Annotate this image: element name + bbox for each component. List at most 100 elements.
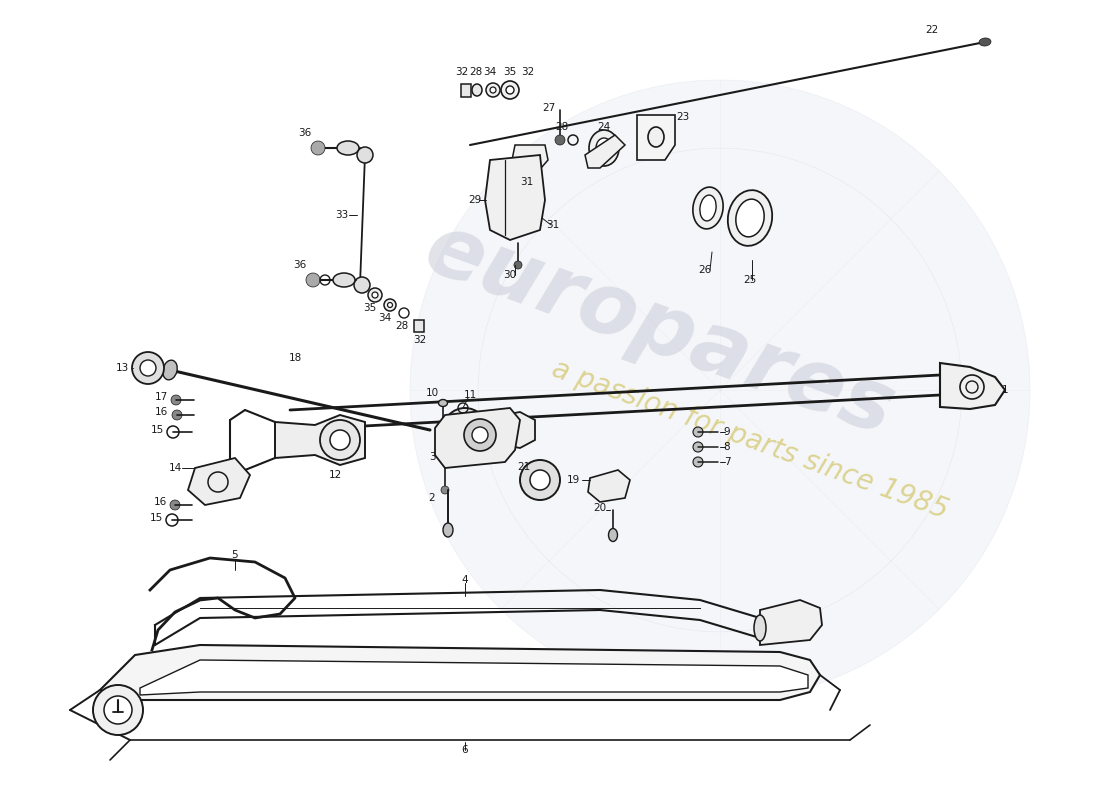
- Text: 32: 32: [455, 67, 469, 77]
- Circle shape: [410, 80, 1030, 700]
- Polygon shape: [487, 412, 535, 448]
- Text: 25: 25: [744, 275, 757, 285]
- Polygon shape: [434, 408, 520, 468]
- Circle shape: [330, 430, 350, 450]
- Text: 28: 28: [395, 321, 408, 331]
- Text: 35: 35: [504, 67, 517, 77]
- Text: 9: 9: [724, 427, 730, 437]
- Ellipse shape: [693, 187, 723, 229]
- Polygon shape: [140, 660, 808, 695]
- Text: europares: europares: [414, 206, 906, 454]
- Text: 4: 4: [462, 575, 469, 585]
- Polygon shape: [100, 645, 820, 700]
- Text: 24: 24: [597, 122, 611, 132]
- Text: 33: 33: [336, 210, 349, 220]
- Text: 15: 15: [151, 425, 164, 435]
- Polygon shape: [585, 135, 625, 168]
- Circle shape: [170, 395, 182, 405]
- Text: 5: 5: [232, 550, 239, 560]
- Text: 11: 11: [463, 390, 476, 400]
- Text: 32: 32: [521, 67, 535, 77]
- Circle shape: [170, 500, 180, 510]
- Ellipse shape: [648, 127, 664, 147]
- Text: 30: 30: [504, 270, 517, 280]
- Ellipse shape: [736, 199, 764, 237]
- Ellipse shape: [506, 86, 514, 94]
- Circle shape: [306, 273, 320, 287]
- Ellipse shape: [163, 360, 177, 380]
- Text: 21: 21: [517, 462, 530, 472]
- Circle shape: [132, 352, 164, 384]
- Text: 18: 18: [288, 353, 301, 363]
- Circle shape: [472, 427, 488, 443]
- Ellipse shape: [387, 302, 393, 307]
- Polygon shape: [485, 155, 544, 240]
- Ellipse shape: [728, 190, 772, 246]
- Text: 28: 28: [470, 67, 483, 77]
- Ellipse shape: [443, 523, 453, 537]
- Polygon shape: [414, 320, 424, 332]
- Text: a passion for parts since 1985: a passion for parts since 1985: [548, 355, 952, 525]
- Polygon shape: [588, 470, 630, 502]
- Text: 1: 1: [1002, 385, 1009, 395]
- Ellipse shape: [596, 138, 612, 158]
- Circle shape: [693, 427, 703, 437]
- Circle shape: [443, 408, 487, 452]
- Ellipse shape: [588, 130, 619, 166]
- Circle shape: [556, 135, 565, 145]
- Polygon shape: [512, 145, 548, 175]
- Ellipse shape: [472, 84, 482, 96]
- Circle shape: [172, 410, 182, 420]
- Circle shape: [440, 455, 450, 465]
- Circle shape: [311, 141, 324, 155]
- Circle shape: [104, 696, 132, 724]
- Circle shape: [464, 419, 496, 451]
- Text: 27: 27: [542, 103, 556, 113]
- Text: 19: 19: [566, 475, 580, 485]
- Text: 23: 23: [676, 112, 690, 122]
- Text: 29: 29: [469, 195, 482, 205]
- Circle shape: [358, 147, 373, 163]
- Text: 13: 13: [116, 363, 129, 373]
- Ellipse shape: [500, 81, 519, 99]
- Circle shape: [520, 460, 560, 500]
- Polygon shape: [461, 84, 471, 97]
- Text: 36: 36: [294, 260, 307, 270]
- Text: 32: 32: [414, 335, 427, 345]
- Text: 7: 7: [724, 457, 730, 467]
- Text: 28: 28: [556, 122, 569, 132]
- Text: 31: 31: [520, 177, 534, 187]
- Ellipse shape: [333, 273, 355, 287]
- Text: 26: 26: [698, 265, 712, 275]
- Polygon shape: [637, 115, 675, 160]
- Ellipse shape: [700, 195, 716, 221]
- Ellipse shape: [490, 87, 496, 93]
- Circle shape: [514, 261, 522, 269]
- Polygon shape: [760, 600, 822, 645]
- Text: 3: 3: [429, 452, 436, 462]
- Text: 16: 16: [153, 497, 166, 507]
- Text: 15: 15: [150, 513, 163, 523]
- Ellipse shape: [372, 292, 378, 298]
- Text: 22: 22: [925, 25, 938, 35]
- Text: 14: 14: [168, 463, 182, 473]
- Ellipse shape: [754, 615, 766, 641]
- Polygon shape: [940, 363, 1005, 409]
- Text: 10: 10: [426, 388, 439, 398]
- Ellipse shape: [384, 299, 396, 311]
- Ellipse shape: [979, 38, 991, 46]
- Circle shape: [693, 457, 703, 467]
- Text: 31: 31: [547, 220, 560, 230]
- Text: 12: 12: [329, 470, 342, 480]
- Circle shape: [94, 685, 143, 735]
- Text: 34: 34: [378, 313, 392, 323]
- Text: 20: 20: [593, 503, 606, 513]
- Polygon shape: [275, 415, 365, 465]
- Text: 35: 35: [363, 303, 376, 313]
- Text: 16: 16: [154, 407, 167, 417]
- Circle shape: [454, 419, 476, 441]
- Text: 8: 8: [724, 442, 730, 452]
- Circle shape: [441, 486, 449, 494]
- Circle shape: [320, 420, 360, 460]
- Text: 34: 34: [483, 67, 496, 77]
